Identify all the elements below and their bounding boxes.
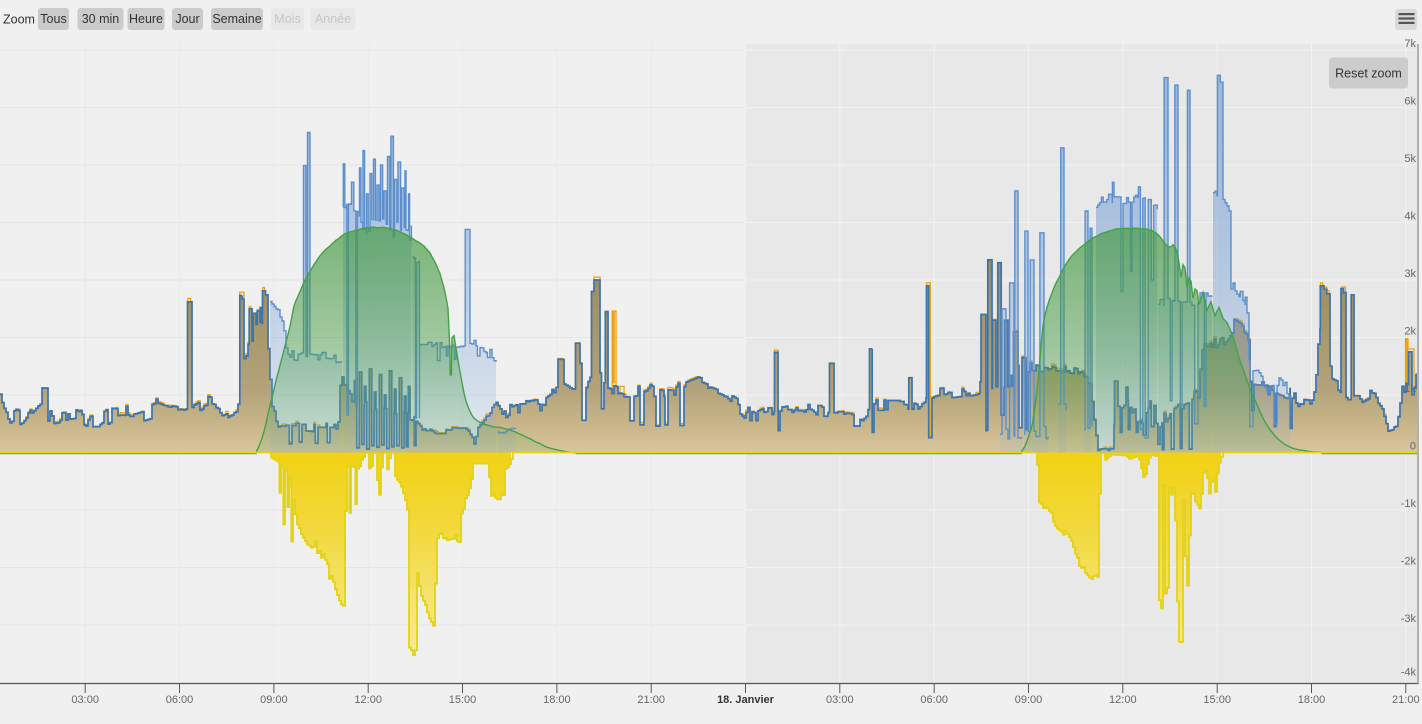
svg-text:Semaine: Semaine [212, 12, 261, 26]
svg-text:Jour: Jour [175, 12, 199, 26]
svg-text:06:00: 06:00 [920, 694, 948, 706]
svg-text:7k: 7k [1404, 38, 1416, 50]
svg-text:Reset zoom: Reset zoom [1335, 67, 1402, 81]
svg-text:3k: 3k [1404, 268, 1416, 280]
svg-text:Tous: Tous [40, 12, 66, 26]
svg-text:12:00: 12:00 [354, 694, 382, 706]
svg-text:09:00: 09:00 [1015, 694, 1043, 706]
svg-text:2k: 2k [1404, 326, 1416, 338]
svg-text:Mois: Mois [274, 12, 300, 26]
svg-text:03:00: 03:00 [71, 694, 99, 706]
svg-text:30 min: 30 min [82, 12, 120, 26]
svg-text:15:00: 15:00 [1203, 694, 1231, 706]
svg-text:Heure: Heure [129, 12, 163, 26]
svg-text:-1k: -1k [1401, 498, 1417, 510]
svg-text:6k: 6k [1404, 96, 1416, 108]
svg-text:Année: Année [315, 12, 351, 26]
svg-text:21:00: 21:00 [1392, 694, 1420, 706]
svg-text:0: 0 [1410, 441, 1416, 453]
svg-text:15:00: 15:00 [449, 694, 477, 706]
svg-text:-2k: -2k [1401, 556, 1417, 568]
svg-text:5k: 5k [1404, 153, 1416, 165]
svg-text:06:00: 06:00 [166, 694, 194, 706]
svg-text:03:00: 03:00 [826, 694, 854, 706]
svg-text:-3k: -3k [1401, 613, 1417, 625]
svg-text:1k: 1k [1404, 383, 1416, 395]
svg-text:18:00: 18:00 [543, 694, 571, 706]
svg-text:4k: 4k [1404, 211, 1416, 223]
svg-text:18. Janvier: 18. Janvier [717, 694, 775, 706]
svg-text:Zoom: Zoom [3, 13, 35, 27]
svg-text:21:00: 21:00 [637, 694, 665, 706]
svg-text:18:00: 18:00 [1298, 694, 1326, 706]
svg-text:-4k: -4k [1401, 667, 1417, 679]
svg-text:09:00: 09:00 [260, 694, 288, 706]
svg-text:12:00: 12:00 [1109, 694, 1137, 706]
